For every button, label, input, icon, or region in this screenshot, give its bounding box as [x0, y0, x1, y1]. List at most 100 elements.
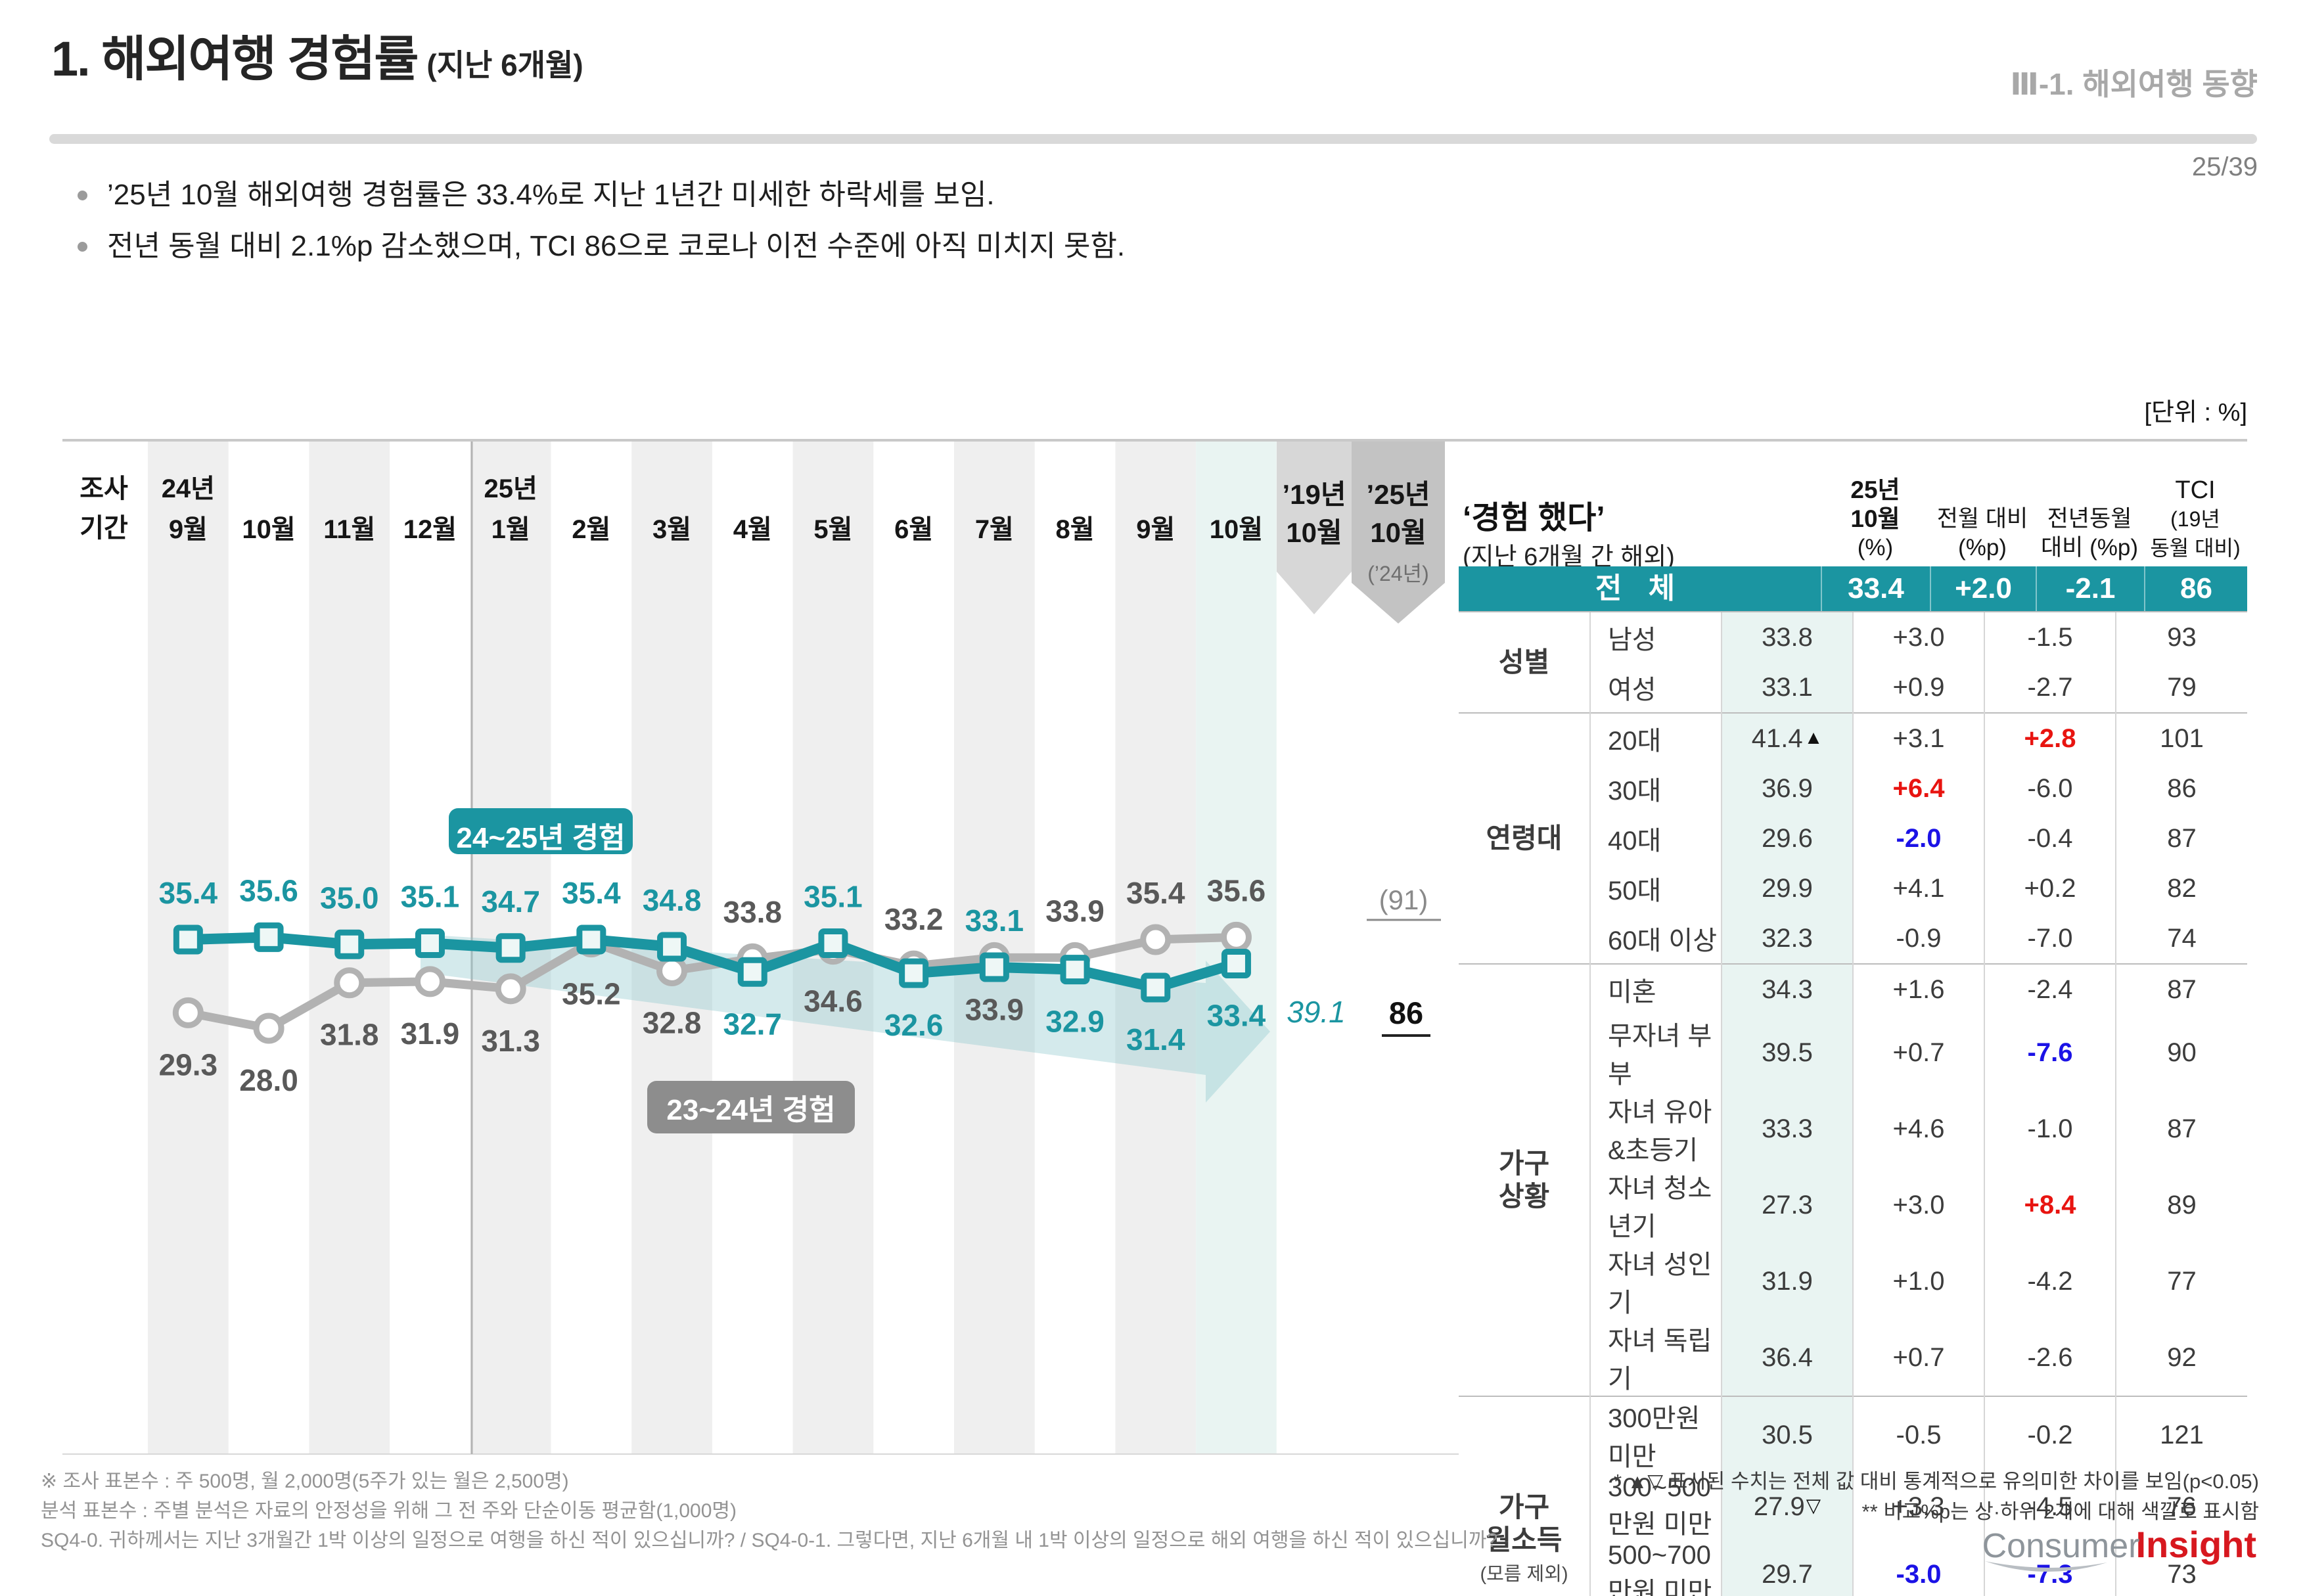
ribbon-label: 10월 — [1370, 517, 1426, 548]
footnote-line: ※ 조사 표본수 : 주 500명, 월 2,000명(5주가 있는 월은 2,… — [41, 1471, 569, 1492]
value-label-current: 34.8 — [643, 883, 702, 917]
tci-cell: 101 — [2115, 712, 2247, 764]
series-marker-current — [657, 932, 687, 962]
value-label-current: 35.1 — [401, 879, 460, 913]
month-tick-label: 8월 — [1056, 515, 1095, 544]
table-row: 자녀 성인기 31.9 +1.0 -4.2 77 — [1459, 1243, 2247, 1319]
ribbon-label: ’19년 — [1282, 479, 1346, 510]
page-title-text: 1. 해외여행 경험률 — [51, 32, 419, 86]
row-label: 자녀 청소년기 — [1589, 1167, 1722, 1243]
table-row: 가구 상황 미혼 34.3 +1.6 -2.4 87 — [1459, 963, 2247, 1396]
row-label: 50대 — [1589, 863, 1722, 913]
month-tick-label: 2월 — [572, 515, 610, 544]
column-header: 25년 10월 (%) — [1803, 476, 1948, 562]
mom-cell: +3.1 — [1852, 712, 1984, 764]
month-tick-label: 1월 — [491, 515, 530, 544]
mom-cell: -0.9 — [1852, 913, 1984, 964]
summary-bullet: ’25년 10월 해외여행 경험률은 33.4%로 지난 1년간 미세한 하락세… — [78, 176, 1125, 214]
row-label: 무자녀 부부 — [1589, 1015, 1722, 1091]
series-marker-prev — [656, 955, 688, 986]
row-label: 300~500만원 미만 — [1589, 1473, 1722, 1541]
ribbon-label: 10월 — [1286, 517, 1342, 548]
month-tick-label: 3월 — [652, 515, 691, 544]
table-row: 60대 이상 32.3 -0.9 -7.0 74 — [1459, 913, 2247, 964]
value-cell: 41.4▲ — [1721, 712, 1853, 764]
tci-cell: 121 — [2115, 1396, 2247, 1473]
mom-cell: -2.0 — [1852, 813, 1984, 863]
series-marker-current — [576, 924, 606, 955]
bullet-text: ’25년 10월 해외여행 경험률은 33.4%로 지난 1년간 미세한 하락세… — [107, 179, 995, 211]
logo-consumer: Consumer — [1982, 1526, 2139, 1572]
column-header-line: 동월 대비) — [2150, 536, 2241, 560]
footnotes-left: ※ 조사 표본수 : 주 500명, 월 2,000명(5주가 있는 월은 2,… — [41, 1467, 1497, 1555]
row-label: 300만원 미만 — [1589, 1396, 1722, 1473]
mom-cell: +0.7 — [1852, 1319, 1984, 1396]
mom-cell: +4.6 — [1852, 1091, 1984, 1167]
series-marker-current — [1141, 972, 1171, 1003]
month-tick-label: 7월 — [975, 515, 1014, 544]
logo-swoosh-icon — [1984, 1561, 2107, 1572]
value-cell: 36.4 — [1721, 1319, 1853, 1396]
value-label-current: 31.4 — [1126, 1022, 1185, 1057]
footnote-line: ** 비교%p는 상·하위 2개에 대해 색깔로 표시함 — [1861, 1500, 2260, 1523]
yoy-cell: -2.6 — [1984, 1319, 2116, 1396]
value-label-prev: 31.9 — [401, 1016, 460, 1051]
value-label-current: 35.4 — [562, 876, 621, 910]
value-label-prev: 31.8 — [320, 1018, 379, 1052]
category-cell: 가구 월소득 (모름 제외) — [1459, 1396, 1590, 1596]
tci-cell: 87 — [2115, 963, 2247, 1015]
tci-cell: 89 — [2115, 1167, 2247, 1243]
value-label-current: 32.9 — [1045, 1005, 1105, 1039]
total-row-value: 86 — [2144, 566, 2247, 611]
yoy-cell: -6.0 — [1984, 764, 2116, 813]
series-marker-prev — [414, 966, 445, 997]
yoy-cell: -4.5 — [1984, 1473, 2116, 1541]
table-row: 자녀 유아&초등기 33.3 +4.6 -1.0 87 — [1459, 1091, 2247, 1167]
series-marker-current — [495, 933, 526, 963]
value-label-current: 33.4 — [1207, 999, 1266, 1033]
value-label-current: 32.7 — [723, 1007, 782, 1041]
series-marker-current — [254, 922, 284, 952]
table-column-headers: 25년 10월 (%) 전월 대비 (%p) 전년동월 대비 (%p) TCI (19년 동월 대… — [1459, 453, 2247, 566]
yoy-cell: -2.7 — [1984, 662, 2116, 713]
value-cell: 33.3 — [1721, 1091, 1853, 1167]
value-label-prev: 32.8 — [643, 1005, 702, 1039]
column-header-line: (%) — [1857, 535, 1894, 560]
row-label: 여성 — [1589, 662, 1722, 713]
yoy-cell: -1.5 — [1984, 611, 2116, 662]
value-cell: 39.5 — [1721, 1015, 1853, 1091]
series-marker-prev — [253, 1013, 285, 1044]
column-header-line: 25년 — [1850, 476, 1900, 503]
value-cell: 27.3 — [1721, 1167, 1853, 1243]
value-cell: 30.5 — [1721, 1396, 1853, 1473]
mom-cell: -0.5 — [1852, 1396, 1984, 1473]
yoy-cell: -0.2 — [1984, 1396, 2116, 1473]
ribbon-label: ’25년 — [1366, 479, 1430, 510]
series-marker-prev — [1140, 924, 1172, 955]
row-label: 자녀 성인기 — [1589, 1243, 1722, 1319]
reference-ribbon — [1277, 442, 1352, 614]
column-header: TCI (19년 동월 대비) — [2123, 476, 2268, 562]
header-divider-bar — [49, 134, 2257, 144]
yoy-cell: -4.2 — [1984, 1243, 2116, 1319]
row-label: 남성 — [1589, 611, 1722, 662]
unit-label: [단위 : %] — [2144, 399, 2248, 426]
value-label-current: 35.1 — [804, 879, 863, 913]
value-label-prev: 33.2 — [884, 902, 944, 936]
value-label-prev: 28.0 — [239, 1063, 298, 1097]
month-tick-label: 11월 — [323, 515, 375, 544]
legend-box-prev — [647, 1081, 855, 1133]
table-row: 500~700만원 미만 29.7 -3.0 -7.3 73 — [1459, 1541, 2247, 1596]
tci-cell: 74 — [2115, 913, 2247, 964]
prev-tci-annotation: (91) — [1379, 884, 1428, 915]
value-label-prev: 35.2 — [562, 977, 621, 1011]
category-cell: 연령대 — [1459, 712, 1590, 964]
footnote-line: 분석 표본수 : 주별 분석은 자료의 안정성을 위해 그 전 주와 단순이동 … — [41, 1500, 737, 1522]
ribbon-sublabel: (’24년) — [1367, 562, 1428, 585]
column-header-line: TCI — [2175, 476, 2216, 504]
mom-cell: +3.0 — [1852, 611, 1984, 662]
row-label: 자녀 독립기 — [1589, 1319, 1722, 1396]
yoy-cell: +8.4 — [1984, 1167, 2116, 1243]
